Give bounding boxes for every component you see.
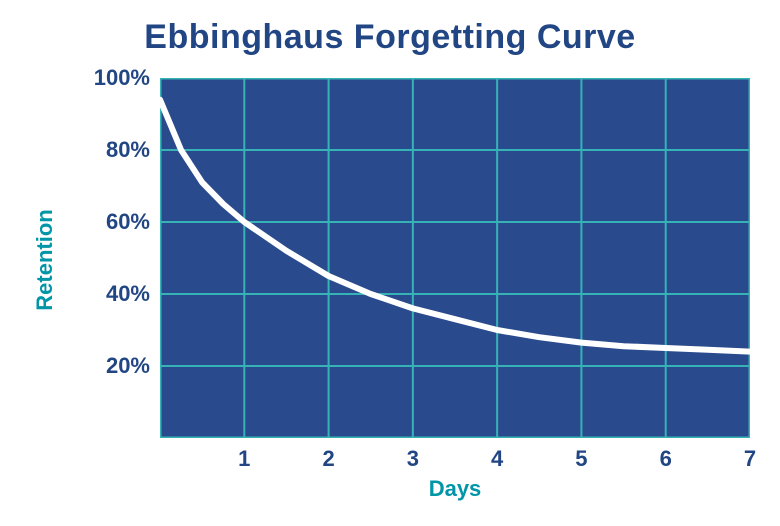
x-tick-label: 7	[730, 446, 770, 472]
y-tick-label: 80%	[70, 137, 150, 163]
x-axis-label: Days	[160, 476, 750, 502]
x-tick-label: 6	[646, 446, 686, 472]
chart-container: Ebbinghaus Forgetting Curve Retention Da…	[0, 0, 780, 526]
y-tick-label: 40%	[70, 281, 150, 307]
y-tick-label: 100%	[70, 65, 150, 91]
y-tick-label: 60%	[70, 209, 150, 235]
y-tick-label: 20%	[70, 353, 150, 379]
chart-svg	[160, 78, 750, 438]
y-axis-label: Retention	[32, 160, 58, 360]
x-tick-label: 3	[393, 446, 433, 472]
chart-title: Ebbinghaus Forgetting Curve	[0, 18, 780, 57]
plot-area	[160, 78, 750, 438]
x-tick-label: 5	[561, 446, 601, 472]
x-tick-label: 2	[309, 446, 349, 472]
x-tick-label: 4	[477, 446, 517, 472]
x-tick-label: 1	[224, 446, 264, 472]
